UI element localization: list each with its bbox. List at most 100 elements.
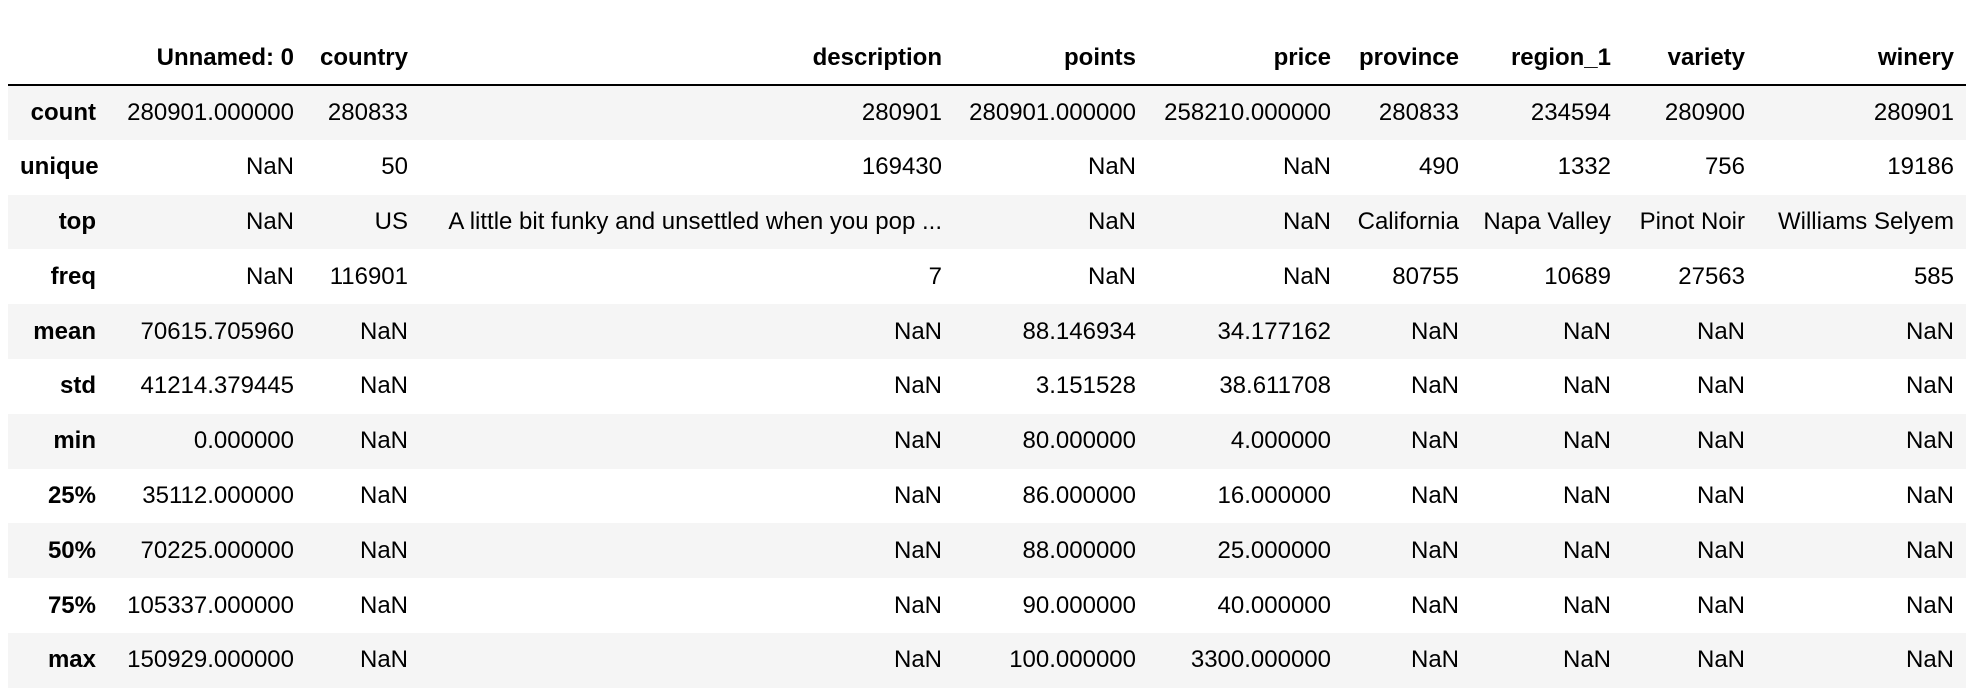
table-cell: NaN xyxy=(1410,427,1459,455)
table-cell: 86.000000 xyxy=(1022,481,1136,509)
column-header: price xyxy=(1148,30,1343,86)
table-cell: 80.000000 xyxy=(1022,427,1136,455)
dataframe-output: Unnamed: 0 country description points pr… xyxy=(8,30,1966,688)
table-body: count 280901.000000 280833 280901 280901.000… xyxy=(8,85,1966,688)
table-cell: NaN xyxy=(1410,317,1459,345)
table-cell: NaN xyxy=(1410,591,1459,619)
table-cell: NaN xyxy=(359,646,408,674)
column-header: country xyxy=(306,30,420,86)
row-index-label: 50% xyxy=(47,536,96,564)
table-cell: NaN xyxy=(1087,262,1136,290)
table-cell: NaN xyxy=(1087,153,1136,181)
table-cell: NaN xyxy=(1562,481,1611,509)
table-cell: NaN xyxy=(1562,646,1611,674)
table-cell: Pinot Noir xyxy=(1639,207,1745,235)
table-cell: California xyxy=(1357,207,1459,235)
column-header: points xyxy=(954,30,1148,86)
column-header: description xyxy=(420,30,954,86)
table-cell: NaN xyxy=(893,646,942,674)
table-cell: NaN xyxy=(1905,591,1954,619)
table-row: max 150929.000000 NaN NaN 100.000000 3300.000… xyxy=(8,632,1966,688)
table-row: top NaN US A little bit funky and unsettled… xyxy=(8,194,1966,250)
table-cell: 0.000000 xyxy=(193,427,294,455)
table-cell: 280901 xyxy=(1873,98,1954,126)
table-cell: NaN xyxy=(1905,372,1954,400)
table-cell: NaN xyxy=(1905,536,1954,564)
header-row: Unnamed: 0 country description points pr… xyxy=(8,30,1966,86)
column-header: variety xyxy=(1623,30,1757,86)
table-cell: 70615.705960 xyxy=(140,317,295,345)
table-cell: NaN xyxy=(1905,427,1954,455)
table-cell: 280901.000000 xyxy=(127,98,294,126)
table-cell: 105337.000000 xyxy=(127,591,294,619)
column-header: winery xyxy=(1757,30,1966,86)
table-cell: NaN xyxy=(245,153,294,181)
table-cell: 7 xyxy=(928,262,942,290)
table-cell: NaN xyxy=(359,536,408,564)
table-cell: NaN xyxy=(1905,317,1954,345)
table-cell: NaN xyxy=(359,481,408,509)
table-cell: 40.000000 xyxy=(1217,591,1331,619)
table-cell: 27563 xyxy=(1678,262,1745,290)
table-cell: 490 xyxy=(1418,153,1459,181)
table-cell: NaN xyxy=(1696,372,1745,400)
table-cell: 4.000000 xyxy=(1230,427,1331,455)
row-index-label: std xyxy=(60,372,96,400)
table-cell: 585 xyxy=(1913,262,1954,290)
table-row: 25% 35112.000000 NaN NaN 86.000000 16.000000 N… xyxy=(8,469,1966,524)
table-cell: NaN xyxy=(245,207,294,235)
table-cell: NaN xyxy=(359,317,408,345)
table-cell: NaN xyxy=(893,536,942,564)
table-cell: 280833 xyxy=(1378,98,1459,126)
table-cell: US xyxy=(374,207,408,235)
table-cell: NaN xyxy=(1410,481,1459,509)
table-cell: 34.177162 xyxy=(1217,317,1331,345)
table-cell: 280901 xyxy=(861,98,942,126)
table-cell: Williams Selyem xyxy=(1777,207,1954,235)
table-cell: 150929.000000 xyxy=(127,646,294,674)
table-row: 75% 105337.000000 NaN NaN 90.000000 40.000000… xyxy=(8,578,1966,633)
table-cell: NaN xyxy=(1087,207,1136,235)
table-cell: 35112.000000 xyxy=(142,481,294,509)
row-index-label: unique xyxy=(20,153,99,181)
table-cell: NaN xyxy=(1282,153,1331,181)
row-index-label: count xyxy=(30,98,96,126)
table-cell: 90.000000 xyxy=(1022,591,1136,619)
describe-table: Unnamed: 0 country description points pr… xyxy=(8,30,1966,688)
table-cell: NaN xyxy=(893,317,942,345)
table-cell: A little bit funky and unsettled when yo… xyxy=(448,207,942,235)
index-header xyxy=(8,30,108,86)
row-index-label: 75% xyxy=(47,591,96,619)
table-cell: 88.000000 xyxy=(1022,536,1136,564)
table-row: mean 70615.705960 NaN NaN 88.146934 34.177162… xyxy=(8,304,1966,359)
table-cell: NaN xyxy=(1562,427,1611,455)
table-cell: 16.000000 xyxy=(1217,481,1331,509)
table-cell: 100.000000 xyxy=(1009,646,1136,674)
column-header: Unnamed: 0 xyxy=(108,30,306,86)
table-cell: 116901 xyxy=(329,262,408,290)
table-cell: NaN xyxy=(1410,372,1459,400)
table-cell: NaN xyxy=(1562,317,1611,345)
table-row: std 41214.379445 NaN NaN 3.151528 38.611708 Na… xyxy=(8,359,1966,414)
table-row: 50% 70225.000000 NaN NaN 88.000000 25.000000 N… xyxy=(8,523,1966,579)
table-cell: NaN xyxy=(1696,646,1745,674)
row-index-label: max xyxy=(47,646,96,674)
table-cell: 50 xyxy=(381,153,408,181)
table-cell: NaN xyxy=(359,372,408,400)
row-index-label: top xyxy=(58,207,96,235)
table-cell: 756 xyxy=(1704,153,1745,181)
table-cell: NaN xyxy=(893,591,942,619)
row-index-label: mean xyxy=(33,317,96,345)
table-cell: NaN xyxy=(1696,481,1745,509)
table-cell: 169430 xyxy=(861,153,942,181)
table-cell: 38.611708 xyxy=(1219,372,1331,400)
column-header: region_1 xyxy=(1471,30,1623,86)
table-cell: NaN xyxy=(1905,646,1954,674)
row-index-label: freq xyxy=(50,262,96,290)
table-cell: 3.151528 xyxy=(1035,372,1136,400)
row-index-label: 25% xyxy=(47,481,96,509)
table-cell: NaN xyxy=(893,427,942,455)
table-cell: 80755 xyxy=(1392,262,1459,290)
table-cell: 70225.000000 xyxy=(140,536,295,564)
table-cell: NaN xyxy=(1696,427,1745,455)
